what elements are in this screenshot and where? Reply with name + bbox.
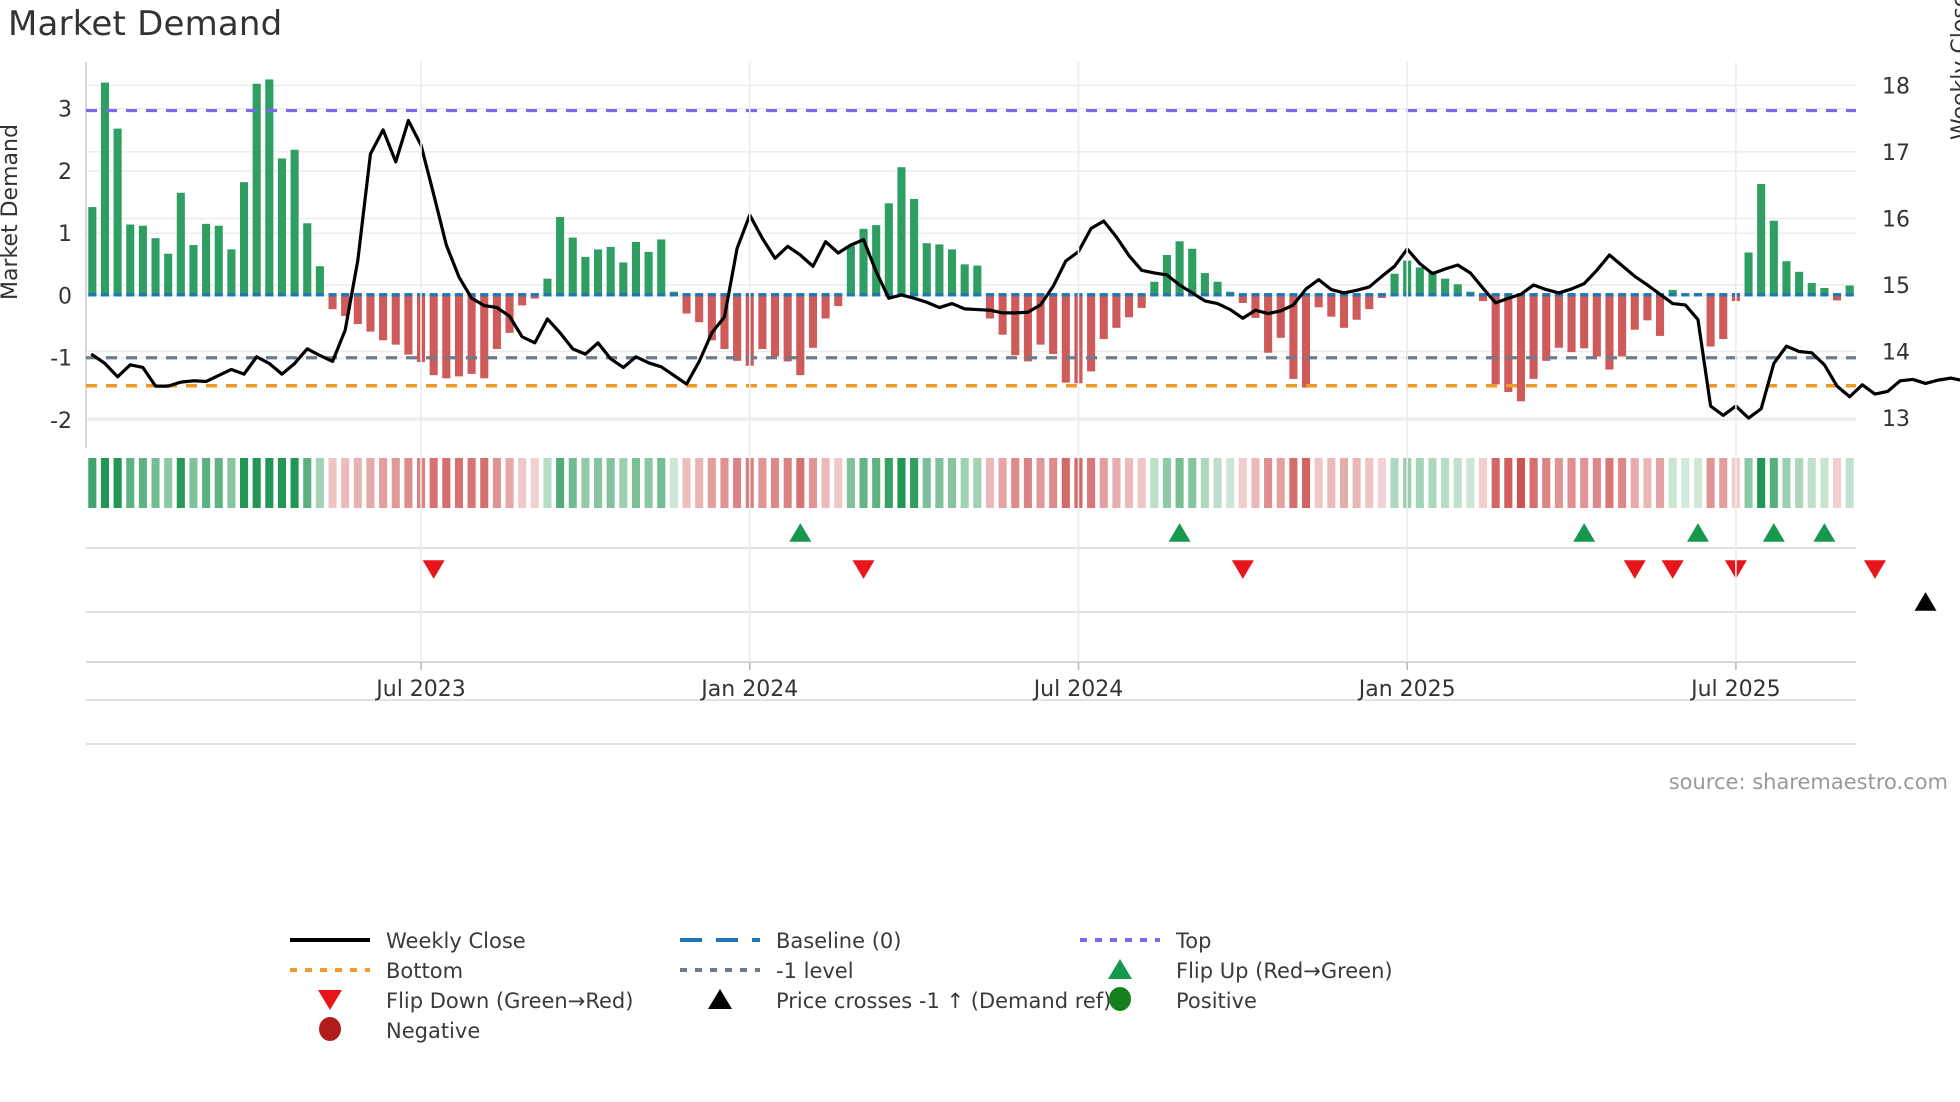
reference-lines [86,108,1856,388]
flip-up-marker [1573,523,1596,542]
legend-item-label: -1 level [776,959,854,983]
legend-item-label: Negative [386,1019,480,1043]
legend-item[interactable]: Flip Down (Green→Red) [318,989,633,1013]
legend-item[interactable]: Top [1080,929,1211,953]
flip-up-marker [1762,523,1785,542]
signal-markers [422,523,1937,611]
y-right-tick: 15 [1882,274,1910,299]
legend-item[interactable]: -1 level [680,959,854,983]
y-left-tick: 2 [58,160,72,185]
x-axis-tick: Jan 2025 [1357,677,1456,702]
y-left-tick: 3 [58,98,72,123]
y-axis-left-label: Market Demand [0,124,23,300]
x-axis-tick: Jul 2023 [374,677,466,702]
legend-triangle-up-icon [1108,959,1132,979]
y-axis-right-label: Weekly Close Price [1948,0,1960,140]
legend-circle-icon [319,1017,341,1041]
y-left-tick: -2 [50,409,72,434]
legend-item[interactable]: Flip Up (Red→Green) [1108,959,1393,983]
legend-item-label: Price crosses -1 ↑ (Demand ref) [776,989,1111,1013]
legend-triangle-up-icon [708,989,732,1009]
legend-item[interactable]: Negative [319,1017,480,1043]
legend-item-label: Positive [1176,989,1257,1013]
x-axis-tick: Jul 2024 [1032,677,1124,702]
flip-up-marker [1813,523,1836,542]
y-left-tick: -1 [50,347,72,372]
legend-item[interactable]: Price crosses -1 ↑ (Demand ref) [708,989,1111,1013]
flip-down-marker [422,560,445,579]
legend-item-label: Bottom [386,959,463,983]
y-left-tick: 0 [58,284,72,309]
flip-down-marker [852,560,875,579]
flip-down-marker [1661,560,1684,579]
y-right-tick: 18 [1882,74,1910,99]
legend-item-label: Baseline (0) [776,929,901,953]
source-note: source: sharemaestro.com [1668,770,1948,794]
legend-item-label: Flip Up (Red→Green) [1176,959,1393,983]
legend-triangle-down-icon [318,990,342,1010]
y-right-tick: 16 [1882,207,1910,232]
demand-heatmap-strip [88,458,1854,508]
flip-up-marker [1168,523,1191,542]
y-left-tick: 1 [58,222,72,247]
flip-down-marker [1623,560,1646,579]
x-axis-tick: Jul 2025 [1689,677,1781,702]
demand-bars [88,79,1854,402]
legend-item-label: Weekly Close [386,929,526,953]
price-cross-marker [1914,592,1937,611]
y-right-tick: 13 [1882,407,1910,432]
y-right-tick: 14 [1882,341,1910,366]
legend-item-label: Flip Down (Green→Red) [386,989,633,1013]
axis-ticks: 3 2 1 0 -1 -2 18 17 16 15 14 13 Jul 2023 Jan 2024 Jul … [50,62,1910,702]
grid-lines [85,62,1856,745]
legend-item[interactable]: Bottom [290,959,463,983]
flip-down-marker [1231,560,1254,579]
legend-item[interactable]: Weekly Close [290,929,526,953]
legend-item[interactable]: Baseline (0) [680,929,901,953]
x-axis-tick: Jan 2024 [699,677,798,702]
legend-item-label: Top [1175,929,1211,953]
weekly-close-line [90,118,1960,420]
chart-legend[interactable]: Weekly Close Baseline (0) Top Bottom -1 leve… [290,929,1393,1043]
legend-item[interactable]: Positive [1109,987,1257,1013]
flip-down-marker [1863,560,1886,579]
legend-circle-icon [1109,987,1131,1011]
page-title: Market Demand [8,4,283,44]
y-right-tick: 17 [1882,141,1910,166]
flip-up-marker [789,523,812,542]
flip-up-marker [1686,523,1709,542]
